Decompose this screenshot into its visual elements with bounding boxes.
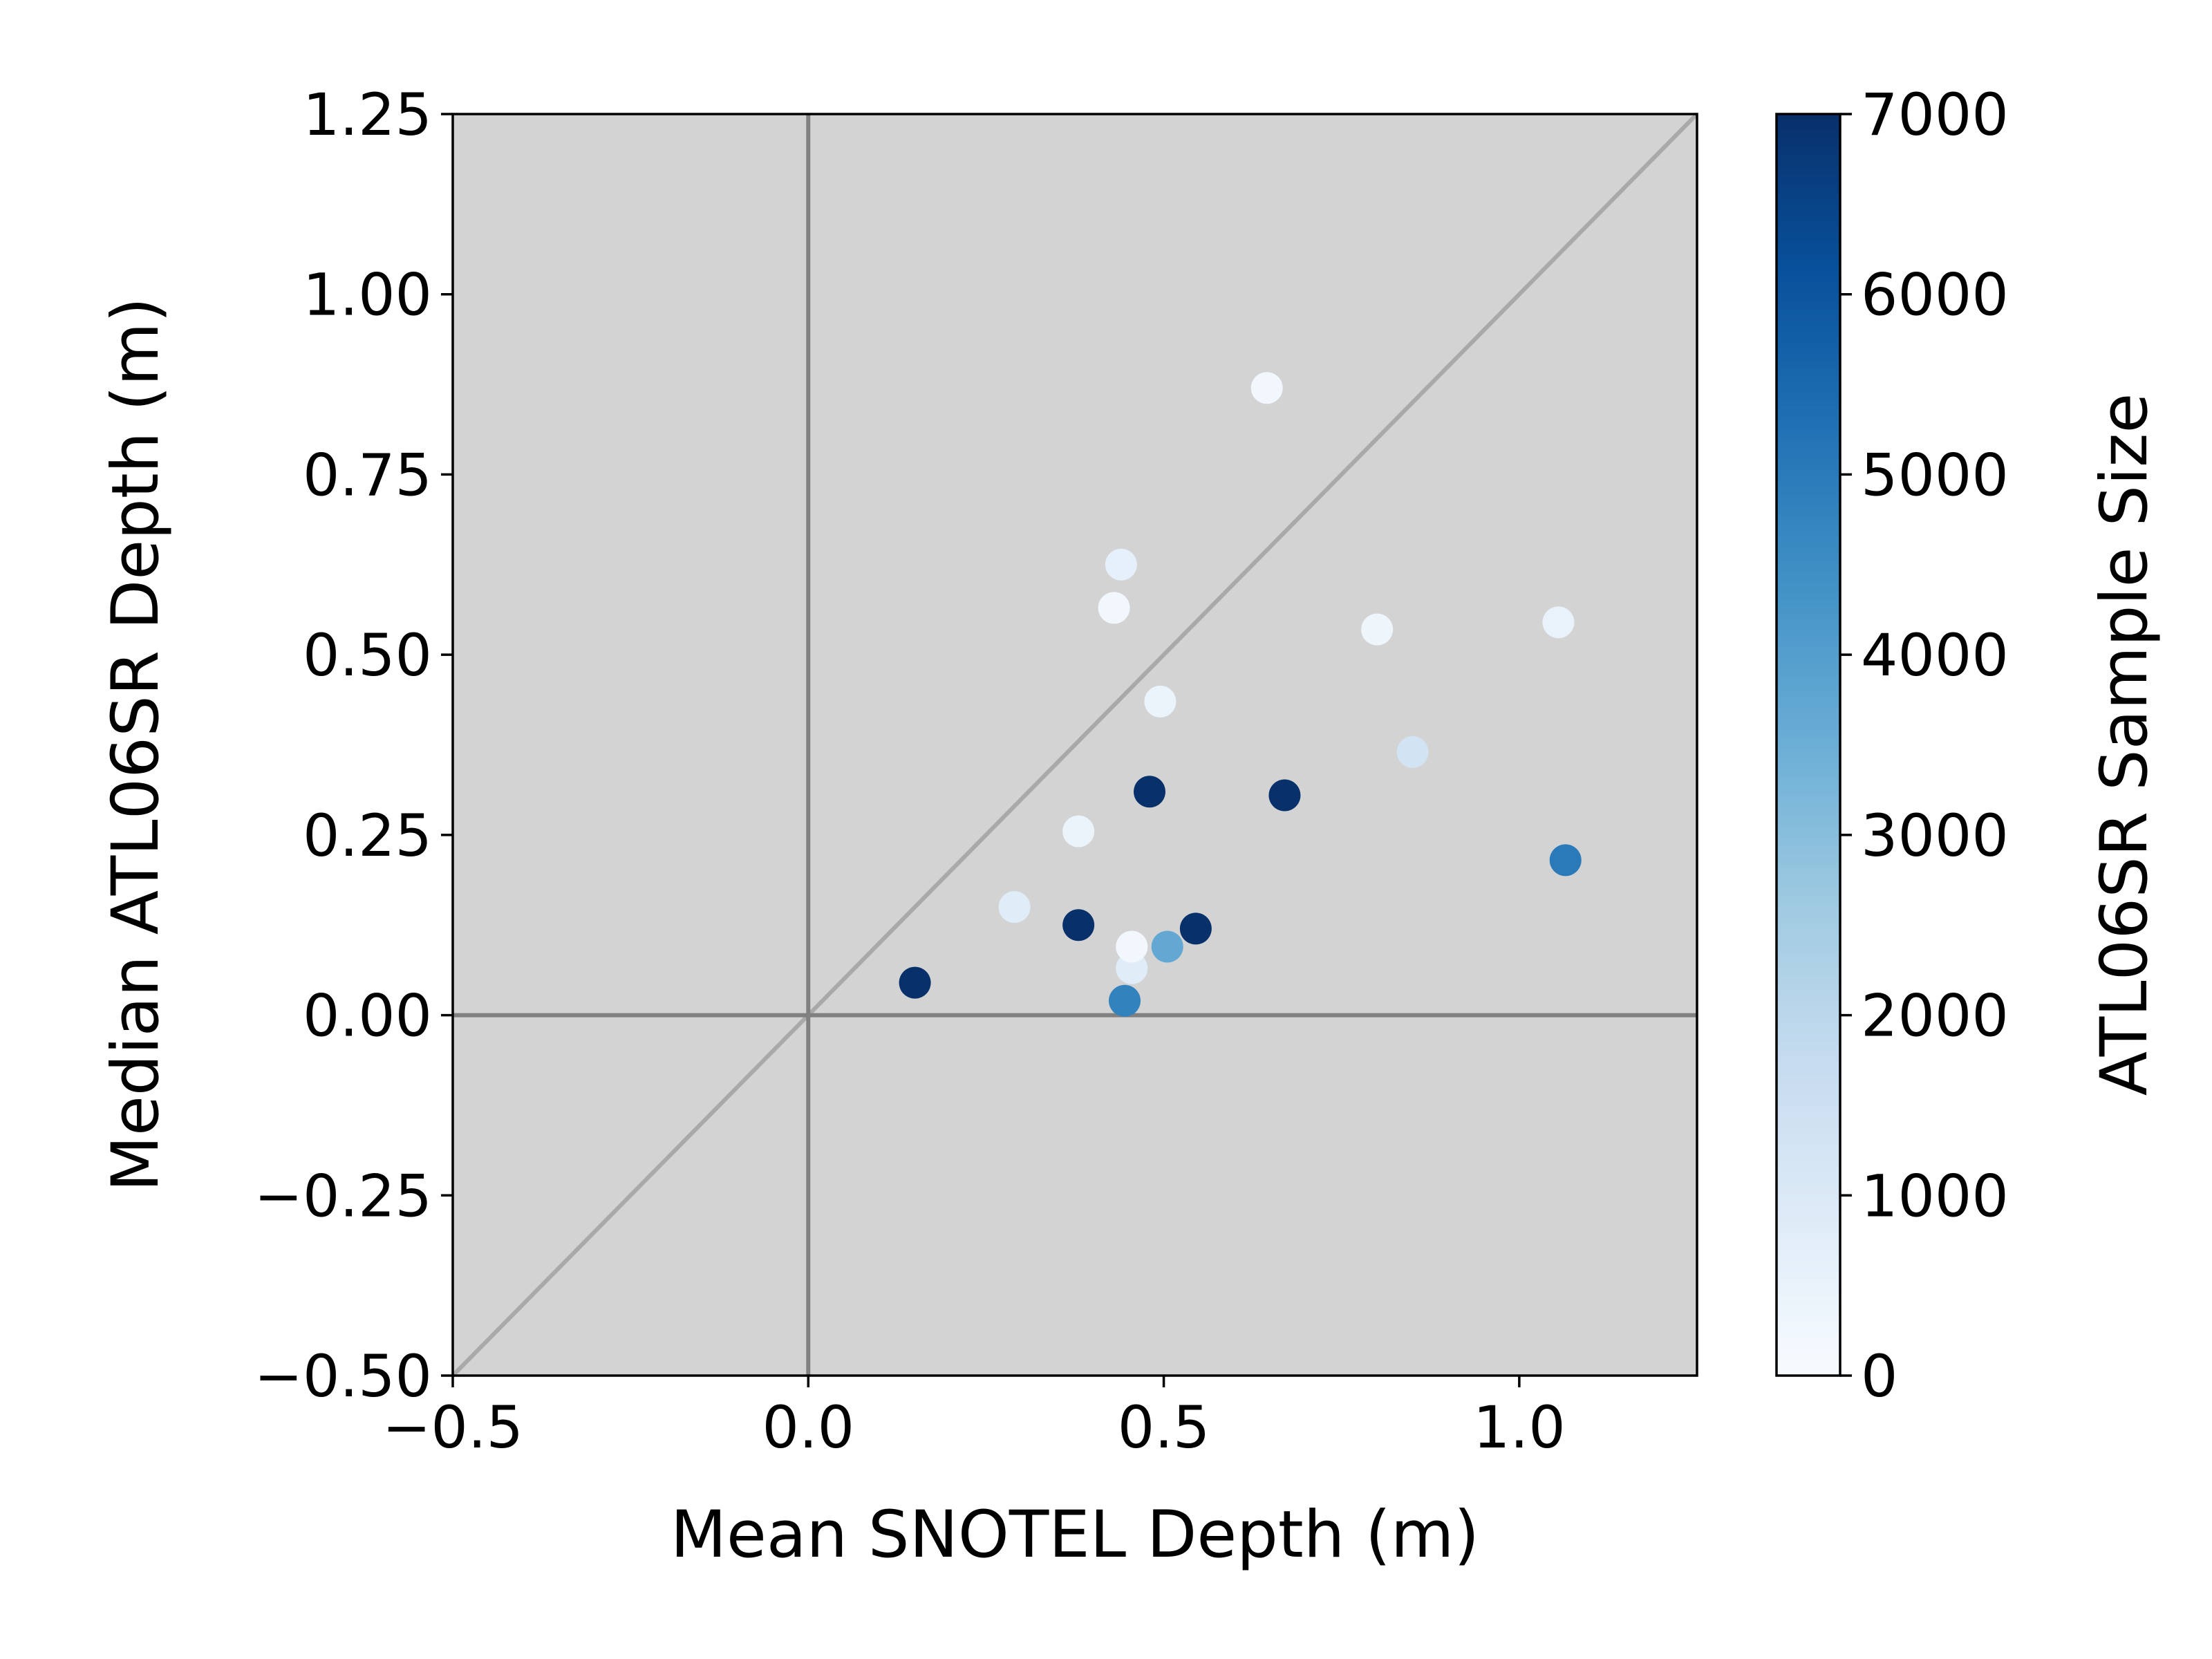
scatter-points [899,372,1582,1017]
colorbar [1775,113,1841,1377]
y-tick-label: 0.50 [303,621,432,689]
scatter-point [1542,606,1575,639]
x-axis-label: Mean SNOTEL Depth (m) [671,1497,1479,1573]
y-tick-label: 1.00 [303,261,432,329]
colorbar-tick-label: 5000 [1861,441,2009,509]
x-tick-label: −0.5 [382,1394,523,1461]
colorbar-tick-label: 6000 [1861,261,2009,329]
reference-lines [451,112,1699,1378]
y-tick-label: −0.50 [254,1342,432,1410]
scatter-point [1151,930,1183,963]
scatter-point [1134,776,1165,808]
colorbar-tick-label: 0 [1861,1342,1897,1410]
y-axis-label: Median ATL06SR Depth (m) [98,297,174,1192]
scatter-point [1250,372,1283,404]
scatter-point [1361,613,1394,646]
x-tick-label: 0.0 [762,1394,854,1461]
x-axis-ticks: −0.5 0.0 0.5 1.0 [382,1376,1566,1461]
y-tick-label: 0.00 [303,982,432,1050]
scatter-point [1179,912,1212,945]
scatter-point [1144,685,1177,718]
scatter-point [1062,815,1095,847]
scatter-point [1098,592,1130,624]
one-to-one-line [451,112,1699,1378]
scatter-point [1396,735,1429,768]
scatter-point [1062,909,1095,941]
scatter-point [1109,984,1141,1017]
y-axis-ticks: −0.50 −0.25 0.00 0.25 0.50 0.75 1.00 1.25 [254,81,453,1410]
scatter-point [1549,844,1582,877]
y-tick-label: 1.25 [303,81,432,149]
scatter-point [1268,779,1301,812]
x-tick-label: 0.5 [1118,1394,1210,1461]
colorbar-tick-label: 2000 [1861,982,2009,1050]
y-tick-label: 0.25 [303,802,432,870]
colorbar-tick-label: 1000 [1861,1162,2009,1230]
colorbar-tick-label: 4000 [1861,621,2009,689]
y-tick-label: −0.25 [254,1162,432,1230]
colorbar-tick-label: 7000 [1861,81,2009,149]
scatter-point [1116,930,1148,963]
plot-frame [451,113,1698,1377]
scatter-point [1105,548,1137,581]
x-tick-label: 1.0 [1473,1394,1566,1461]
scatter-point [998,891,1031,924]
colorbar-ticks: 0 1000 2000 3000 4000 5000 6000 7000 [1840,81,2009,1410]
scatter-point [899,966,931,999]
colorbar-label: ATL06SR Sample Size [2087,393,2162,1096]
colorbar-tick-label: 3000 [1861,802,2009,870]
y-tick-label: 0.75 [303,441,432,509]
